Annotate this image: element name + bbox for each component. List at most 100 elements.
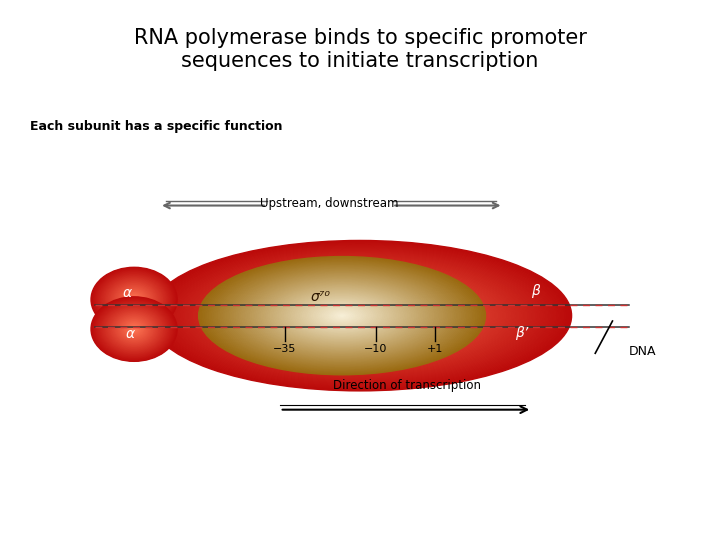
Ellipse shape bbox=[251, 278, 433, 353]
Text: β’: β’ bbox=[515, 326, 528, 340]
Ellipse shape bbox=[99, 303, 168, 355]
Ellipse shape bbox=[272, 287, 412, 345]
Ellipse shape bbox=[262, 281, 458, 350]
Ellipse shape bbox=[133, 328, 135, 330]
Ellipse shape bbox=[124, 292, 145, 307]
Ellipse shape bbox=[116, 286, 152, 313]
Ellipse shape bbox=[325, 303, 395, 328]
Ellipse shape bbox=[91, 297, 177, 361]
Text: α: α bbox=[126, 327, 135, 341]
Ellipse shape bbox=[125, 322, 143, 335]
Ellipse shape bbox=[107, 308, 161, 350]
Ellipse shape bbox=[320, 301, 400, 330]
Ellipse shape bbox=[112, 313, 156, 345]
Ellipse shape bbox=[338, 314, 346, 317]
Ellipse shape bbox=[275, 286, 445, 346]
Ellipse shape bbox=[95, 271, 173, 328]
Ellipse shape bbox=[233, 271, 487, 361]
Ellipse shape bbox=[211, 262, 473, 369]
Ellipse shape bbox=[339, 308, 381, 323]
Ellipse shape bbox=[341, 315, 344, 316]
Ellipse shape bbox=[188, 254, 532, 377]
Ellipse shape bbox=[253, 279, 432, 353]
Ellipse shape bbox=[127, 324, 141, 334]
Ellipse shape bbox=[95, 300, 173, 358]
Ellipse shape bbox=[129, 325, 139, 333]
Ellipse shape bbox=[257, 279, 463, 352]
Ellipse shape bbox=[357, 315, 363, 316]
Ellipse shape bbox=[128, 295, 140, 304]
Ellipse shape bbox=[331, 305, 389, 326]
Ellipse shape bbox=[99, 274, 168, 325]
Text: Each subunit has a specific function: Each subunit has a specific function bbox=[30, 119, 282, 133]
Ellipse shape bbox=[120, 289, 148, 310]
Ellipse shape bbox=[121, 320, 147, 339]
Ellipse shape bbox=[186, 254, 534, 377]
Ellipse shape bbox=[102, 305, 167, 354]
Ellipse shape bbox=[204, 260, 516, 371]
Text: −35: −35 bbox=[273, 343, 297, 354]
Ellipse shape bbox=[301, 299, 383, 333]
Text: Direction of transcription: Direction of transcription bbox=[333, 380, 481, 393]
Ellipse shape bbox=[91, 267, 177, 332]
Ellipse shape bbox=[199, 258, 521, 373]
Ellipse shape bbox=[330, 310, 355, 321]
Ellipse shape bbox=[347, 311, 373, 320]
Ellipse shape bbox=[291, 291, 429, 340]
Ellipse shape bbox=[103, 306, 165, 352]
Ellipse shape bbox=[96, 301, 172, 357]
Ellipse shape bbox=[102, 275, 167, 324]
Ellipse shape bbox=[102, 305, 166, 353]
Ellipse shape bbox=[130, 297, 138, 302]
Ellipse shape bbox=[284, 292, 400, 339]
Ellipse shape bbox=[123, 321, 145, 338]
Ellipse shape bbox=[94, 300, 174, 359]
Ellipse shape bbox=[96, 271, 172, 328]
Ellipse shape bbox=[108, 310, 160, 348]
Ellipse shape bbox=[112, 312, 156, 346]
Ellipse shape bbox=[101, 304, 168, 354]
Ellipse shape bbox=[159, 244, 561, 387]
Ellipse shape bbox=[170, 248, 550, 383]
Ellipse shape bbox=[307, 297, 413, 334]
Ellipse shape bbox=[106, 308, 163, 350]
Ellipse shape bbox=[254, 280, 430, 352]
Ellipse shape bbox=[218, 265, 466, 367]
Ellipse shape bbox=[326, 309, 359, 322]
Ellipse shape bbox=[175, 250, 545, 381]
Ellipse shape bbox=[240, 274, 444, 358]
Ellipse shape bbox=[222, 266, 462, 365]
Ellipse shape bbox=[117, 287, 151, 313]
Ellipse shape bbox=[103, 276, 165, 323]
Ellipse shape bbox=[265, 282, 455, 349]
Ellipse shape bbox=[294, 292, 426, 339]
Ellipse shape bbox=[270, 284, 450, 348]
Ellipse shape bbox=[106, 278, 163, 321]
Ellipse shape bbox=[111, 312, 157, 347]
Ellipse shape bbox=[126, 323, 142, 335]
Ellipse shape bbox=[283, 288, 437, 343]
Text: Upstream, downstream: Upstream, downstream bbox=[260, 197, 398, 210]
Ellipse shape bbox=[204, 259, 480, 373]
Ellipse shape bbox=[247, 276, 437, 355]
Ellipse shape bbox=[315, 300, 405, 332]
Ellipse shape bbox=[107, 279, 161, 320]
Ellipse shape bbox=[105, 278, 163, 321]
Ellipse shape bbox=[92, 298, 176, 361]
Ellipse shape bbox=[183, 253, 537, 379]
Ellipse shape bbox=[328, 305, 392, 327]
Ellipse shape bbox=[93, 298, 176, 360]
Ellipse shape bbox=[323, 302, 397, 329]
Ellipse shape bbox=[151, 241, 569, 390]
Ellipse shape bbox=[107, 280, 161, 320]
Ellipse shape bbox=[305, 300, 379, 331]
Text: DNA: DNA bbox=[629, 345, 657, 358]
Ellipse shape bbox=[320, 307, 364, 325]
Ellipse shape bbox=[215, 264, 505, 367]
Ellipse shape bbox=[120, 319, 148, 340]
Ellipse shape bbox=[299, 298, 385, 333]
Ellipse shape bbox=[213, 262, 471, 369]
Ellipse shape bbox=[241, 273, 479, 358]
Ellipse shape bbox=[335, 313, 349, 319]
Ellipse shape bbox=[148, 240, 572, 391]
